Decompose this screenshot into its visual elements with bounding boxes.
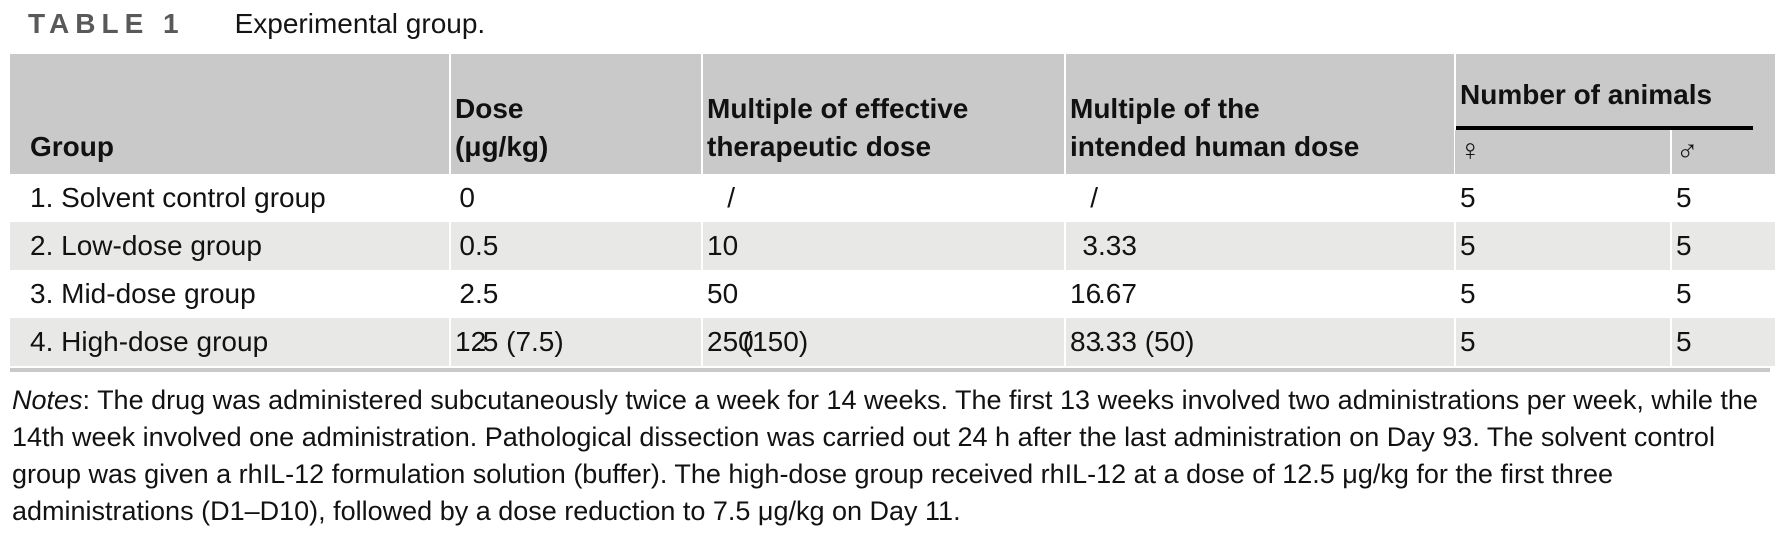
table-row: 2. Low-dose group 0.5 10 3.33 5 5 <box>10 222 1775 270</box>
value-fraction-part: .67 <box>1098 278 1137 309</box>
column-header-line: Multiple of effective <box>707 93 969 124</box>
table-title: TABLE 1 Experimental group. <box>28 8 1770 46</box>
cell-group: 3. Mid-dose group <box>30 278 256 309</box>
value-integer-part: 0 <box>459 230 475 261</box>
column-header-line: (μg/kg) <box>455 131 549 162</box>
cell-group: 2. Low-dose group <box>10 222 450 270</box>
cell-group: 4. High-dose group <box>10 318 450 366</box>
value-integer-part: 12 <box>455 326 487 357</box>
table-body: 1. Solvent control group 0//5 5 2. Low-dose… <box>10 174 1775 366</box>
cell-male: 5 <box>1670 270 1775 318</box>
notes-separator: : <box>82 385 98 415</box>
value-integer-part: 3 <box>1082 230 1098 261</box>
cell-female: 5 <box>1454 174 1671 222</box>
female-symbol-header: ♀ <box>1455 130 1671 174</box>
male-symbol-header: ♂ <box>1670 130 1775 174</box>
value-integer-part: 2 <box>459 278 475 309</box>
value-fraction-part: (150) <box>735 326 809 357</box>
value-integer-part: 16 <box>1070 278 1102 309</box>
header-row-main: Group Dose (μg/kg) Multiple of effective the… <box>10 54 1775 174</box>
column-header-line: Multiple of the <box>1070 93 1260 124</box>
cell-multiple_effective: 10 <box>701 222 1065 270</box>
cell-multiple_effective: 250 (150) <box>701 318 1065 366</box>
cell-multiple_human: 16.67 <box>1064 270 1455 318</box>
cell-male: 5 <box>1670 318 1775 366</box>
notes-label: Notes <box>12 385 83 415</box>
table-caption: Experimental group. <box>234 8 486 39</box>
table-wrapper: Group Dose (μg/kg) Multiple of effective the… <box>10 54 1775 372</box>
cell-female: 5 <box>1454 270 1671 318</box>
cell-dose: 0.5 <box>449 222 702 270</box>
value-integer-part: / <box>1090 182 1098 213</box>
cell-multiple_effective: 50 <box>701 270 1065 318</box>
column-header-multiple_effective: Multiple of effective therapeutic dose <box>701 54 1065 174</box>
notes-text: The drug was administered subcutaneously… <box>12 385 1758 526</box>
column-header-line: Dose <box>455 93 524 124</box>
cell-dose: 0 <box>449 174 702 222</box>
experimental-group-table: Group Dose (μg/kg) Multiple of effective the… <box>10 54 1775 366</box>
table-row: 1. Solvent control group 0 / / 5 5 <box>10 174 1775 222</box>
cell-female: 5 <box>1454 222 1671 270</box>
column-group-header-number-of-animals: Number of animals <box>1454 54 1775 130</box>
value-fraction-part: .5 (7.5) <box>475 326 564 357</box>
table-row: 4. High-dose group 12.5 (7.5) 250 (150) 83.… <box>10 318 1775 366</box>
value-integer-part: 0 <box>459 182 475 213</box>
column-header-line: therapeutic dose <box>707 131 932 162</box>
column-header-group: Group <box>10 54 450 174</box>
number-of-animals-label: Number of animals <box>1457 80 1753 130</box>
value-fraction-part: .33 (50) <box>1098 326 1195 357</box>
value-integer-part: 10 <box>707 230 739 261</box>
value-integer-part: 250 <box>707 326 754 357</box>
table-header: Group Dose (μg/kg) Multiple of effective the… <box>10 54 1775 174</box>
cell-dose: 2.5 <box>449 270 702 318</box>
value-fraction-part: .33 <box>1098 230 1137 261</box>
column-header-dose: Dose (μg/kg) <box>449 54 702 174</box>
column-header-line: intended human dose <box>1070 131 1360 162</box>
value-integer-part: 50 <box>707 278 739 309</box>
cell-multiple_human: / <box>1064 174 1455 222</box>
value-integer-part: 83 <box>1070 326 1102 357</box>
column-header-multiple_human: Multiple of the intended human dose <box>1064 54 1455 174</box>
table-number-label: TABLE 1 <box>28 8 185 39</box>
cell-multiple_human: 83.33 (50) <box>1064 318 1455 366</box>
cell-multiple_effective: / <box>701 174 1065 222</box>
header-row-sex: ♀ ♂ <box>10 130 1775 174</box>
cell-dose: 12.5 (7.5) <box>449 318 702 366</box>
value-fraction-part: .5 <box>475 230 499 261</box>
cell-male: 5 <box>1670 174 1775 222</box>
value-fraction-part: .5 <box>475 278 499 309</box>
table-notes: Notes: The drug was administered subcuta… <box>12 382 1770 530</box>
table-row: 3. Mid-dose group 2.5 50 16.67 5 5 <box>10 270 1775 318</box>
cell-female: 5 <box>1454 318 1671 366</box>
cell-male: 5 <box>1670 222 1775 270</box>
column-header-line: Group <box>30 131 114 162</box>
value-integer-part: / <box>727 182 735 213</box>
cell-multiple_human: 3.33 <box>1064 222 1455 270</box>
cell-group: 1. Solvent control group <box>30 182 326 213</box>
